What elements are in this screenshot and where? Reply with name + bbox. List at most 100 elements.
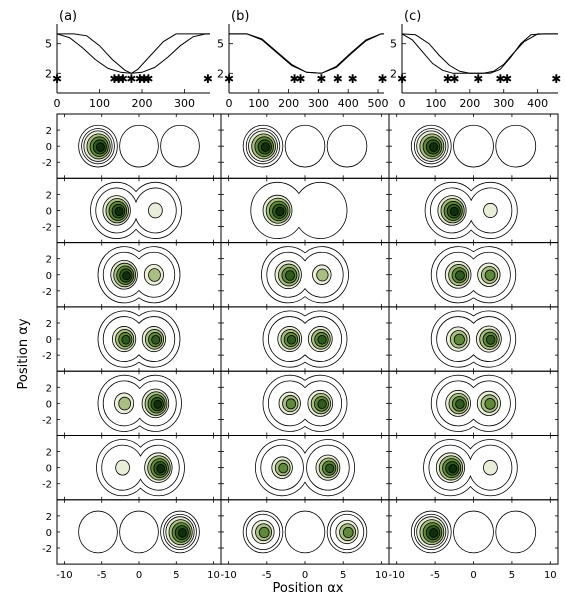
marker: ✱ [316, 72, 326, 86]
marker: ✱ [109, 72, 119, 86]
potential-outline [453, 510, 494, 554]
density-contour [284, 270, 296, 281]
density-contour [429, 528, 439, 538]
y-tick-label: 2 [46, 126, 52, 137]
x-tick-label: 0 [302, 570, 308, 581]
cell-r2-c2 [220, 177, 390, 244]
x-tick-label: 5 [509, 570, 515, 581]
x-tick-label: 0 [470, 570, 476, 581]
panel-label: (c) [404, 9, 421, 24]
cell-r5-c3 [388, 370, 559, 437]
density-contour [95, 142, 105, 152]
cell-r4-c2 [220, 306, 390, 372]
cell-r5-c2 [220, 370, 390, 437]
potential-outline [284, 510, 326, 554]
x-tick-label: -10 [56, 570, 72, 581]
potential-outline [495, 124, 537, 168]
cell-r2-c1: 2 0 -2 [42, 177, 222, 244]
y-tick-label: 5 [217, 38, 224, 51]
y-tick-label: -2 [42, 158, 52, 169]
density-contour [260, 142, 270, 152]
cell-r3-c3 [388, 242, 559, 308]
x-tick-label: 5 [173, 570, 179, 581]
curve-2 [401, 33, 558, 74]
density-contour [342, 526, 354, 539]
marker: ✱ [551, 72, 561, 86]
density-contour [148, 202, 163, 219]
marker: ✱ [290, 72, 300, 86]
curve-1 [401, 33, 558, 74]
density-contour [275, 206, 285, 217]
top-panel-3: (c)250 100 200 300 400✱ ✱✱ ✱ ✱✱ ✱ [390, 9, 561, 110]
density-contour [151, 335, 161, 345]
x-tick-label: 0 [226, 97, 233, 110]
marker: ✱ [377, 72, 387, 86]
x-tick-label: 400 [527, 97, 548, 110]
y-tick-label: 2 [46, 512, 52, 523]
y-tick-label: -2 [42, 223, 52, 234]
marker: ✱ [502, 72, 512, 86]
x-tick-label: -10 [389, 570, 405, 581]
density-contour [285, 398, 297, 410]
density-contour [156, 464, 166, 474]
density-contour [485, 334, 496, 345]
density-contour [316, 268, 329, 282]
density-contour [317, 399, 327, 410]
density-contour [118, 396, 132, 411]
potential-outline [453, 124, 494, 168]
marker: ✱ [114, 72, 124, 86]
x-tick-label: -5 [262, 570, 272, 581]
marker: ✱ [203, 72, 213, 86]
density-contour [122, 271, 131, 281]
potential-outline [160, 124, 200, 168]
y-tick-label: 2 [45, 67, 52, 80]
cell-r2-c3 [388, 177, 559, 244]
y-tick-label: 0 [46, 399, 52, 410]
potential-outline [119, 124, 159, 168]
y-tick-label: -2 [42, 480, 52, 491]
potential-outline [326, 124, 368, 168]
potential-outline [495, 510, 537, 554]
marker: ✱ [135, 72, 145, 86]
y-tick-label: 2 [46, 383, 52, 394]
curve-1 [229, 33, 384, 74]
x-tick-label: 200 [278, 97, 299, 110]
x-tick-label: 500 [368, 97, 389, 110]
x-tick-label: 300 [493, 97, 514, 110]
density-contour [429, 142, 439, 152]
cell-r7-c2: -10 -5 0 5 10 [220, 499, 390, 581]
density-contour [484, 398, 496, 410]
x-tick-label: 200 [132, 97, 153, 110]
y-tick-label: 2 [390, 67, 397, 80]
curve-1 [57, 33, 210, 74]
cell-r4-c1: 2 0 -2 [42, 306, 222, 372]
marker: ✱ [139, 72, 149, 86]
x-tick-label: 200 [459, 97, 480, 110]
density-contour [455, 399, 465, 410]
density-contour [455, 270, 465, 281]
x-tick-label: 10 [544, 570, 557, 581]
cell-r7-c1: 2 0 -2 -10 -5 0 5 10 [42, 499, 222, 581]
potential-outline [284, 124, 326, 168]
x-tick-label: 300 [174, 97, 195, 110]
x-tick-label: 10 [375, 570, 388, 581]
marker: ✱ [348, 72, 358, 86]
density-contour [484, 269, 496, 281]
potential-outline [245, 128, 281, 165]
cell-r1-c2 [220, 113, 390, 179]
density-contour [121, 335, 131, 345]
potential-outline [413, 513, 449, 551]
x-axis-label: Position αx [272, 581, 343, 596]
cell-r6-c1: 2 0 -2 [42, 435, 222, 501]
y-tick-label: 5 [45, 38, 52, 51]
x-tick-label: -10 [220, 570, 236, 581]
cell-r1-c1: 2 0 -2 [42, 113, 222, 179]
marker: ✱ [333, 72, 343, 86]
y-tick-label: 0 [46, 528, 52, 539]
y-tick-label: 2 [46, 319, 52, 330]
y-tick-label: 0 [46, 142, 52, 153]
marker: ✱ [143, 72, 153, 86]
density-contour [325, 463, 335, 474]
potential-outline [245, 513, 281, 551]
marker: ✱ [450, 72, 460, 86]
